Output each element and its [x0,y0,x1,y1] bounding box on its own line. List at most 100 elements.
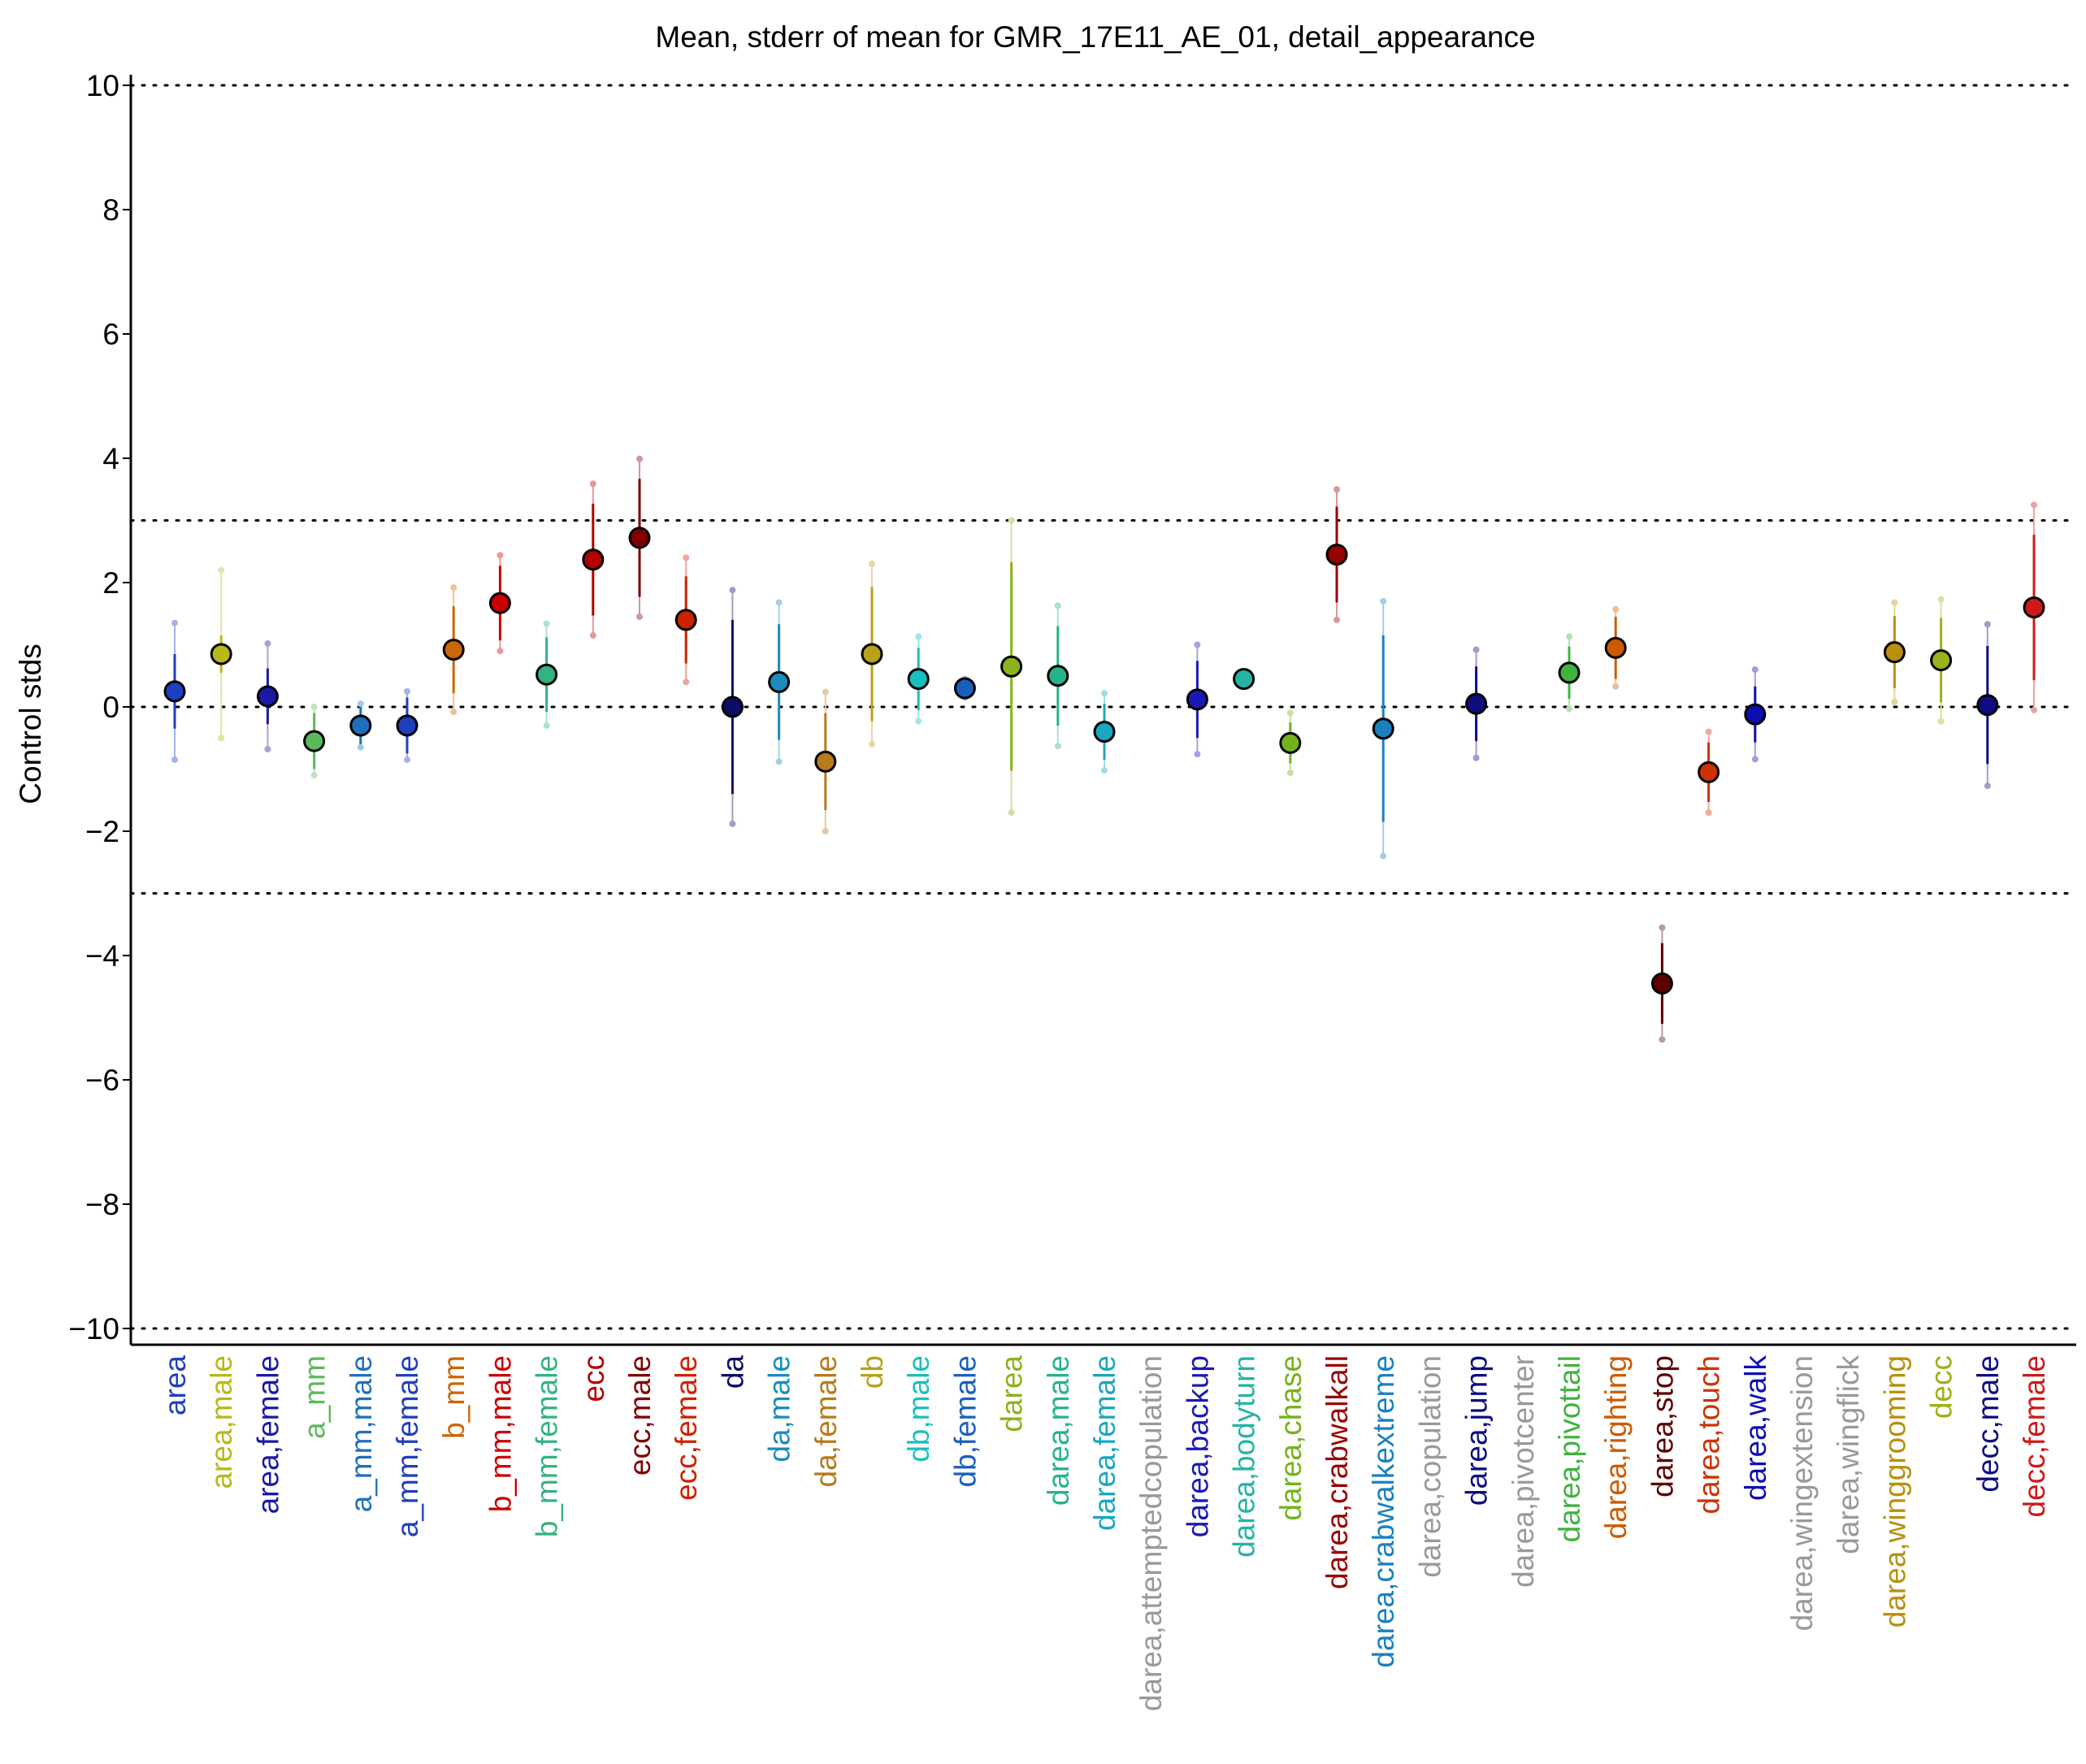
x-tick-label: b_mm,female [531,1355,564,1537]
mean-point [953,677,976,700]
whisker-cap [218,735,225,742]
x-tick-label: decc,female [2018,1355,2051,1518]
whisker-cap [543,722,550,729]
whisker-cap [1937,717,1945,725]
whisker-cap [1566,705,1572,713]
mean-point [1093,721,1116,743]
whisker-cap [357,743,364,751]
mean-point [582,548,605,571]
x-tick-label: darea,walk [1739,1355,1772,1501]
whisker-cap [636,455,643,462]
x-tick-label: db,male [902,1355,935,1463]
whisker-cap [404,687,410,695]
whisker-cap [1612,605,1620,613]
mean-point [674,609,697,631]
whisker-cap [1380,597,1387,605]
x-tick-label: a_mm,female [391,1355,424,1537]
whisker-cap [1472,754,1480,761]
whisker-cap [1659,1036,1666,1043]
whisker-cap [1101,690,1108,697]
whisker-cap [775,599,783,606]
mean-point [1325,544,1348,566]
x-tick-label: darea,chase [1274,1355,1308,1521]
whisker-cap [450,584,458,592]
y-tick-label: −2 [85,815,119,848]
y-tick-label: −4 [85,939,119,973]
y-ticks: 10 8 6 4 2 0 −2 −4 −6 −8 −10 [68,69,131,1346]
whisker-cap [729,820,736,827]
y-tick-label: −8 [85,1188,119,1221]
whisker-cap [497,648,504,655]
whisker-cap [1566,633,1572,640]
mean-point [1047,665,1069,687]
mean-point [1465,692,1488,715]
x-tick-label: da,male [763,1355,796,1463]
x-tick-label: da [716,1355,749,1389]
whisker-cap [1101,767,1108,774]
x-tick-label: darea,backup [1181,1355,1214,1537]
whisker-cap [1194,751,1201,758]
whisker-cap [310,704,318,710]
whisker-cap [1334,486,1340,493]
whisker-cap [2031,501,2037,509]
mean-point [1744,703,1767,726]
x-tick-label: darea,bodyturn [1228,1355,1261,1558]
whisker-cap [264,639,271,647]
whisker-cap [1334,616,1340,623]
whisker-cap [869,740,875,748]
x-tick-label: area [158,1355,192,1415]
data-marks [163,455,2045,1043]
whisker-cap [2031,706,2037,713]
whisker-cap [310,772,318,779]
mean-point [349,714,372,737]
mean-point [1698,761,1720,783]
whisker-cap [1008,809,1015,817]
mean-point [907,668,930,691]
whisker-cap [1286,769,1294,777]
whisker-cap [357,700,364,708]
whisker-cap [171,619,178,626]
x-tick-label: a_mm,male [345,1355,378,1512]
mean-point [1000,655,1023,678]
x-tick-label: darea,jump [1460,1355,1494,1506]
x-tick-label: area,male [205,1355,238,1489]
mean-point [628,527,651,549]
whisker-cap [171,756,178,764]
x-tick-label: darea,wingflick [1832,1355,1865,1554]
plot-area: 10 8 6 4 2 0 −2 −4 −6 −8 −10 area area,male area,fem… [68,69,2078,1711]
mean-point [861,643,883,665]
mean-point [1604,636,1627,659]
mean-point [1279,731,1302,754]
x-tick-label: darea,attemptedcopulation [1134,1355,1168,1711]
x-tick-label: area,female [251,1355,284,1514]
whisker-cap [869,561,875,568]
whisker-cap [775,758,783,765]
whisker-cap [1612,683,1620,690]
whisker-cap [1008,517,1015,524]
mean-point [814,750,837,773]
y-tick-label: 2 [102,566,119,600]
whisker-cap [1286,709,1294,717]
whisker-cap [1472,646,1480,653]
whisker-cap [1891,698,1898,705]
y-tick-label: −6 [85,1064,119,1097]
mean-point [1650,972,1673,995]
whisker-cap [218,566,225,574]
x-tick-label: decc [1925,1355,1958,1419]
x-tick-label: darea,female [1088,1355,1121,1531]
whisker-cap [1751,756,1759,763]
whisker-cap [1194,641,1201,648]
x-tick-label: darea,pivottail [1553,1355,1586,1542]
whisker-cap [1054,602,1061,609]
whisker-cap [1937,596,1945,603]
y-tick-label: 4 [102,442,119,475]
x-tick-label: darea,righting [1599,1355,1633,1539]
y-tick-label: 0 [102,691,119,724]
x-tick-label: decc,male [1971,1355,2005,1493]
mean-point [1976,694,1999,717]
whisker-cap [589,480,596,488]
mean-point [303,730,326,752]
x-tick-label: darea,copulation [1413,1355,1446,1578]
mean-point [1186,688,1208,711]
